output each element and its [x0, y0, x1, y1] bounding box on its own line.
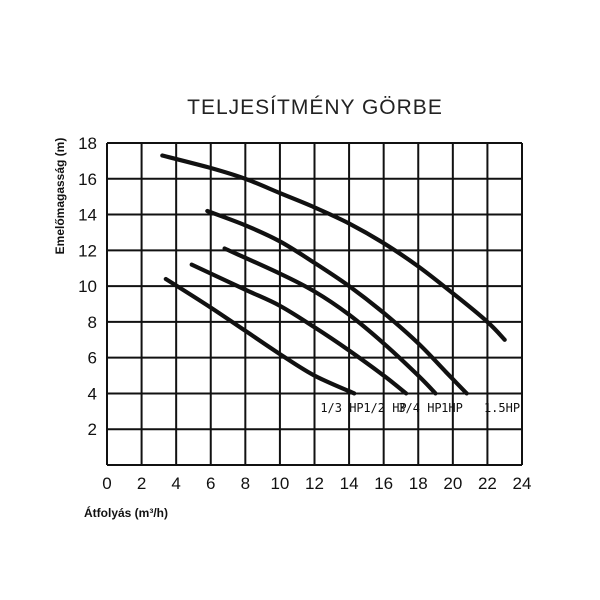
grid [106, 142, 523, 466]
x-tick-label: 14 [340, 474, 359, 493]
y-tick-label: 2 [88, 420, 97, 439]
x-axis-label: Átfolyás (m³/h) [84, 505, 168, 520]
y-tick-label: 18 [78, 134, 97, 153]
curves [160, 153, 507, 396]
x-tick-label: 12 [305, 474, 324, 493]
series-label: 1/3 HP [320, 401, 363, 415]
curve-series-2 [222, 246, 438, 396]
y-tick-labels: 2 4 6 8 10 12 14 16 18 [78, 134, 97, 439]
series-label: 1HP [441, 401, 463, 415]
curve-series-1 [189, 262, 409, 396]
x-tick-label: 8 [241, 474, 250, 493]
y-tick-label: 14 [78, 206, 97, 225]
x-tick-label: 24 [513, 474, 532, 493]
y-axis-label: Emelőmagasság (m) [53, 138, 67, 255]
curve-series-0 [163, 276, 357, 396]
x-tick-label: 22 [478, 474, 497, 493]
y-tick-label: 16 [78, 170, 97, 189]
y-tick-label: 6 [88, 349, 97, 368]
y-tick-label: 10 [78, 277, 97, 296]
x-tick-labels: 0 2 4 6 8 10 12 14 16 18 20 22 24 [102, 474, 531, 493]
x-tick-label: 18 [409, 474, 428, 493]
series-label: 1/2 HP [363, 401, 406, 415]
curve-series-3 [205, 208, 469, 396]
x-tick-label: 16 [374, 474, 393, 493]
x-tick-label: 10 [270, 474, 289, 493]
series-labels: 1/3 HP 1/2 HP3/4 HP 1HP 1.5HP [320, 401, 520, 415]
x-tick-label: 2 [137, 474, 146, 493]
y-tick-label: 12 [78, 241, 97, 260]
x-tick-label: 0 [102, 474, 111, 493]
x-tick-label: 6 [206, 474, 215, 493]
chart-title: TELJESÍTMÉNY GÖRBE [187, 96, 443, 119]
x-tick-label: 4 [171, 474, 180, 493]
y-tick-label: 8 [88, 313, 97, 332]
series-label: 3/4 HP [398, 401, 441, 415]
curve-series-4 [160, 153, 507, 342]
x-tick-label: 20 [443, 474, 462, 493]
y-tick-label: 4 [88, 384, 97, 403]
series-label: 1.5HP [484, 401, 520, 415]
